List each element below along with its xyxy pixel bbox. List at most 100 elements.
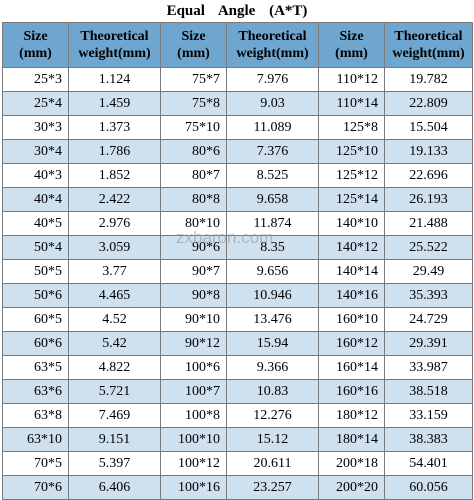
angle-weight-table: Size (mm) Theoretical weight(mm) Size (mm) …	[2, 22, 473, 500]
table-row: 70*6 6.406 100*16 23.257 200*20 60.056	[2, 475, 473, 500]
header-size: Size (mm)	[160, 22, 227, 68]
table-title: Equal Angle (A*T)	[166, 3, 308, 19]
weight-cell: 8.35	[226, 235, 319, 260]
size-cell: 100*10	[160, 427, 227, 452]
table-row: 60*5 4.52 90*10 13.476 160*10 24.729	[2, 307, 473, 332]
size-cell: 63*8	[2, 403, 69, 428]
table-row: 63*10 9.151 100*10 15.12 180*14 38.383	[2, 427, 473, 452]
size-cell: 63*10	[2, 427, 69, 452]
size-cell: 200*18	[318, 451, 385, 476]
size-cell: 70*5	[2, 451, 69, 476]
weight-cell: 22.809	[384, 91, 473, 116]
size-cell: 110*14	[318, 91, 385, 116]
table-row: 70*5 5.397 100*12 20.611 200*18 54.401	[2, 451, 473, 476]
table-row: 63*6 5.721 100*7 10.83 160*16 38.518	[2, 379, 473, 404]
table-row: 30*4 1.786 80*6 7.376 125*10 19.133	[2, 139, 473, 164]
weight-cell: 1.373	[68, 115, 161, 140]
size-cell: 180*12	[318, 403, 385, 428]
weight-cell: 5.42	[68, 331, 161, 356]
weight-cell: 38.518	[384, 379, 473, 404]
size-cell: 90*7	[160, 259, 227, 284]
weight-cell: 15.94	[226, 331, 319, 356]
size-cell: 125*10	[318, 139, 385, 164]
weight-cell: 26.193	[384, 187, 473, 212]
weight-cell: 29.391	[384, 331, 473, 356]
weight-cell: 4.822	[68, 355, 161, 380]
weight-cell: 23.257	[226, 475, 319, 500]
size-cell: 80*10	[160, 211, 227, 236]
table-row: 40*3 1.852 80*7 8.525 125*12 22.696	[2, 163, 473, 188]
weight-cell: 13.476	[226, 307, 319, 332]
size-cell: 125*12	[318, 163, 385, 188]
weight-cell: 33.987	[384, 355, 473, 380]
weight-cell: 4.52	[68, 307, 161, 332]
weight-cell: 8.525	[226, 163, 319, 188]
weight-cell: 2.976	[68, 211, 161, 236]
size-cell: 160*16	[318, 379, 385, 404]
weight-cell: 25.522	[384, 235, 473, 260]
weight-cell: 5.721	[68, 379, 161, 404]
size-cell: 50*4	[2, 235, 69, 260]
weight-cell: 19.782	[384, 67, 473, 92]
size-cell: 63*5	[2, 355, 69, 380]
weight-cell: 9.366	[226, 355, 319, 380]
weight-cell: 9.658	[226, 187, 319, 212]
size-cell: 75*8	[160, 91, 227, 116]
header-size: Size (mm)	[318, 22, 385, 68]
table-row: 50*6 4.465 90*8 10.946 140*16 35.393	[2, 283, 473, 308]
weight-cell: 11.089	[226, 115, 319, 140]
weight-cell: 6.406	[68, 475, 161, 500]
size-cell: 125*8	[318, 115, 385, 140]
table-row: 60*6 5.42 90*12 15.94 160*12 29.391	[2, 331, 473, 356]
size-cell: 100*8	[160, 403, 227, 428]
size-cell: 80*7	[160, 163, 227, 188]
header-weight: Theoretical weight(mm)	[68, 22, 161, 68]
size-cell: 160*10	[318, 307, 385, 332]
weight-cell: 3.77	[68, 259, 161, 284]
size-cell: 70*6	[2, 475, 69, 500]
weight-cell: 15.12	[226, 427, 319, 452]
weight-cell: 10.83	[226, 379, 319, 404]
weight-cell: 4.465	[68, 283, 161, 308]
size-cell: 100*12	[160, 451, 227, 476]
weight-cell: 20.611	[226, 451, 319, 476]
weight-cell: 1.786	[68, 139, 161, 164]
size-cell: 90*12	[160, 331, 227, 356]
size-cell: 40*5	[2, 211, 69, 236]
table-row: 30*3 1.373 75*10 11.089 125*8 15.504	[2, 115, 473, 140]
table-row: 40*4 2.422 80*8 9.658 125*14 26.193	[2, 187, 473, 212]
weight-cell: 1.124	[68, 67, 161, 92]
table-row: 63*5 4.822 100*6 9.366 160*14 33.987	[2, 355, 473, 380]
weight-cell: 11.874	[226, 211, 319, 236]
weight-cell: 35.393	[384, 283, 473, 308]
weight-cell: 22.696	[384, 163, 473, 188]
size-cell: 75*10	[160, 115, 227, 140]
weight-cell: 60.056	[384, 475, 473, 500]
size-cell: 80*6	[160, 139, 227, 164]
size-cell: 180*14	[318, 427, 385, 452]
weight-cell: 2.422	[68, 187, 161, 212]
size-cell: 200*20	[318, 475, 385, 500]
weight-cell: 24.729	[384, 307, 473, 332]
size-cell: 140*14	[318, 259, 385, 284]
header-row: Size (mm) Theoretical weight(mm) Size (mm) …	[2, 22, 473, 68]
weight-cell: 7.469	[68, 403, 161, 428]
header-weight: Theoretical weight(mm)	[384, 22, 473, 68]
size-cell: 80*8	[160, 187, 227, 212]
table-row: 25*3 1.124 75*7 7.976 110*12 19.782	[2, 67, 473, 92]
size-cell: 160*14	[318, 355, 385, 380]
size-cell: 140*10	[318, 211, 385, 236]
size-cell: 160*12	[318, 331, 385, 356]
weight-cell: 7.376	[226, 139, 319, 164]
weight-cell: 1.852	[68, 163, 161, 188]
weight-cell: 12.276	[226, 403, 319, 428]
size-cell: 90*10	[160, 307, 227, 332]
weight-cell: 7.976	[226, 67, 319, 92]
weight-cell: 21.488	[384, 211, 473, 236]
header-weight: Theoretical weight(mm)	[226, 22, 319, 68]
size-cell: 25*4	[2, 91, 69, 116]
weight-cell: 1.459	[68, 91, 161, 116]
table-row: 63*8 7.469 100*8 12.276 180*12 33.159	[2, 403, 473, 428]
weight-cell: 29.49	[384, 259, 473, 284]
weight-cell: 38.383	[384, 427, 473, 452]
